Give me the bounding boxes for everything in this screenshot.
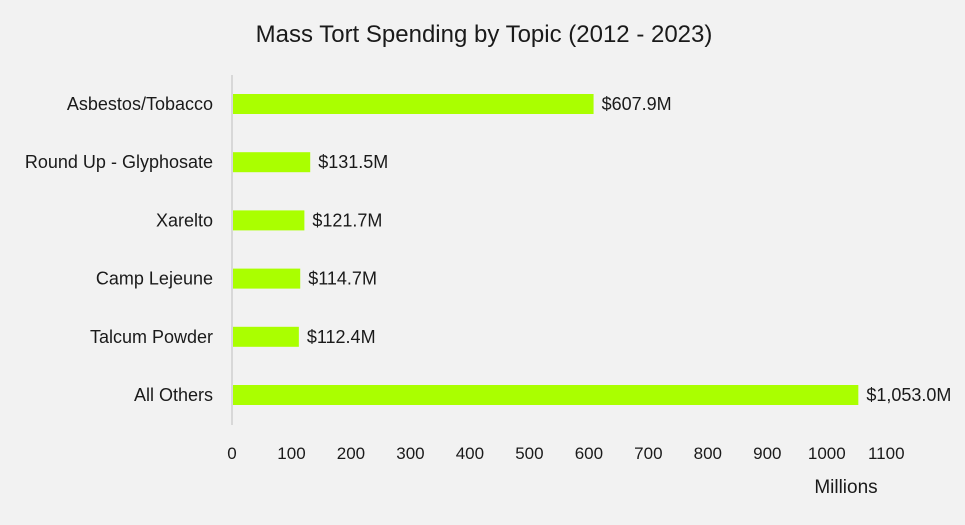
x-tick-label-3: 300 <box>396 444 424 463</box>
x-tick-label-4: 400 <box>456 444 484 463</box>
chart-title: Mass Tort Spending by Topic (2012 - 2023… <box>256 21 713 48</box>
bar-1 <box>233 152 311 173</box>
category-label-1: Round Up - Glyphosate <box>25 152 213 172</box>
x-tick-label-2: 200 <box>337 444 365 463</box>
value-labels: $607.9M $131.5M $121.7M $114.7M $112.4M $1,05… <box>307 94 952 405</box>
value-label-5: $1,053.0M <box>866 385 951 405</box>
x-axis-ticks: 0 100 200 300 400 500 600 700 800 900 1000 1100 <box>227 444 904 463</box>
x-tick-label-9: 900 <box>753 444 781 463</box>
value-label-0: $607.9M <box>602 94 672 114</box>
bar-5 <box>233 385 859 405</box>
value-label-1: $131.5M <box>318 152 388 172</box>
x-tick-label-5: 500 <box>515 444 543 463</box>
value-label-3: $114.7M <box>308 269 377 289</box>
x-tick-label-10: 1000 <box>808 444 846 463</box>
bar-3 <box>233 268 301 289</box>
category-label-0: Asbestos/Tobacco <box>67 94 213 114</box>
value-label-4: $112.4M <box>307 327 376 347</box>
x-tick-label-6: 600 <box>575 444 603 463</box>
category-labels: Asbestos/Tobacco Round Up - Glyphosate Xar… <box>25 94 213 405</box>
bar-0 <box>233 94 594 114</box>
x-tick-label-1: 100 <box>277 444 305 463</box>
x-tick-label-11: 1100 <box>868 444 905 463</box>
category-label-4: Talcum Powder <box>90 327 213 347</box>
bars-group <box>233 94 859 405</box>
x-axis-title: Millions <box>814 477 877 498</box>
category-label-3: Camp Lejeune <box>96 269 213 289</box>
category-label-5: All Others <box>134 385 213 405</box>
value-label-2: $121.7M <box>312 210 382 230</box>
bar-2 <box>233 210 305 231</box>
category-label-2: Xarelto <box>156 210 213 230</box>
bar-4 <box>233 326 299 347</box>
x-tick-label-8: 800 <box>694 444 722 463</box>
x-tick-label-0: 0 <box>227 444 236 463</box>
x-tick-label-7: 700 <box>634 444 662 463</box>
